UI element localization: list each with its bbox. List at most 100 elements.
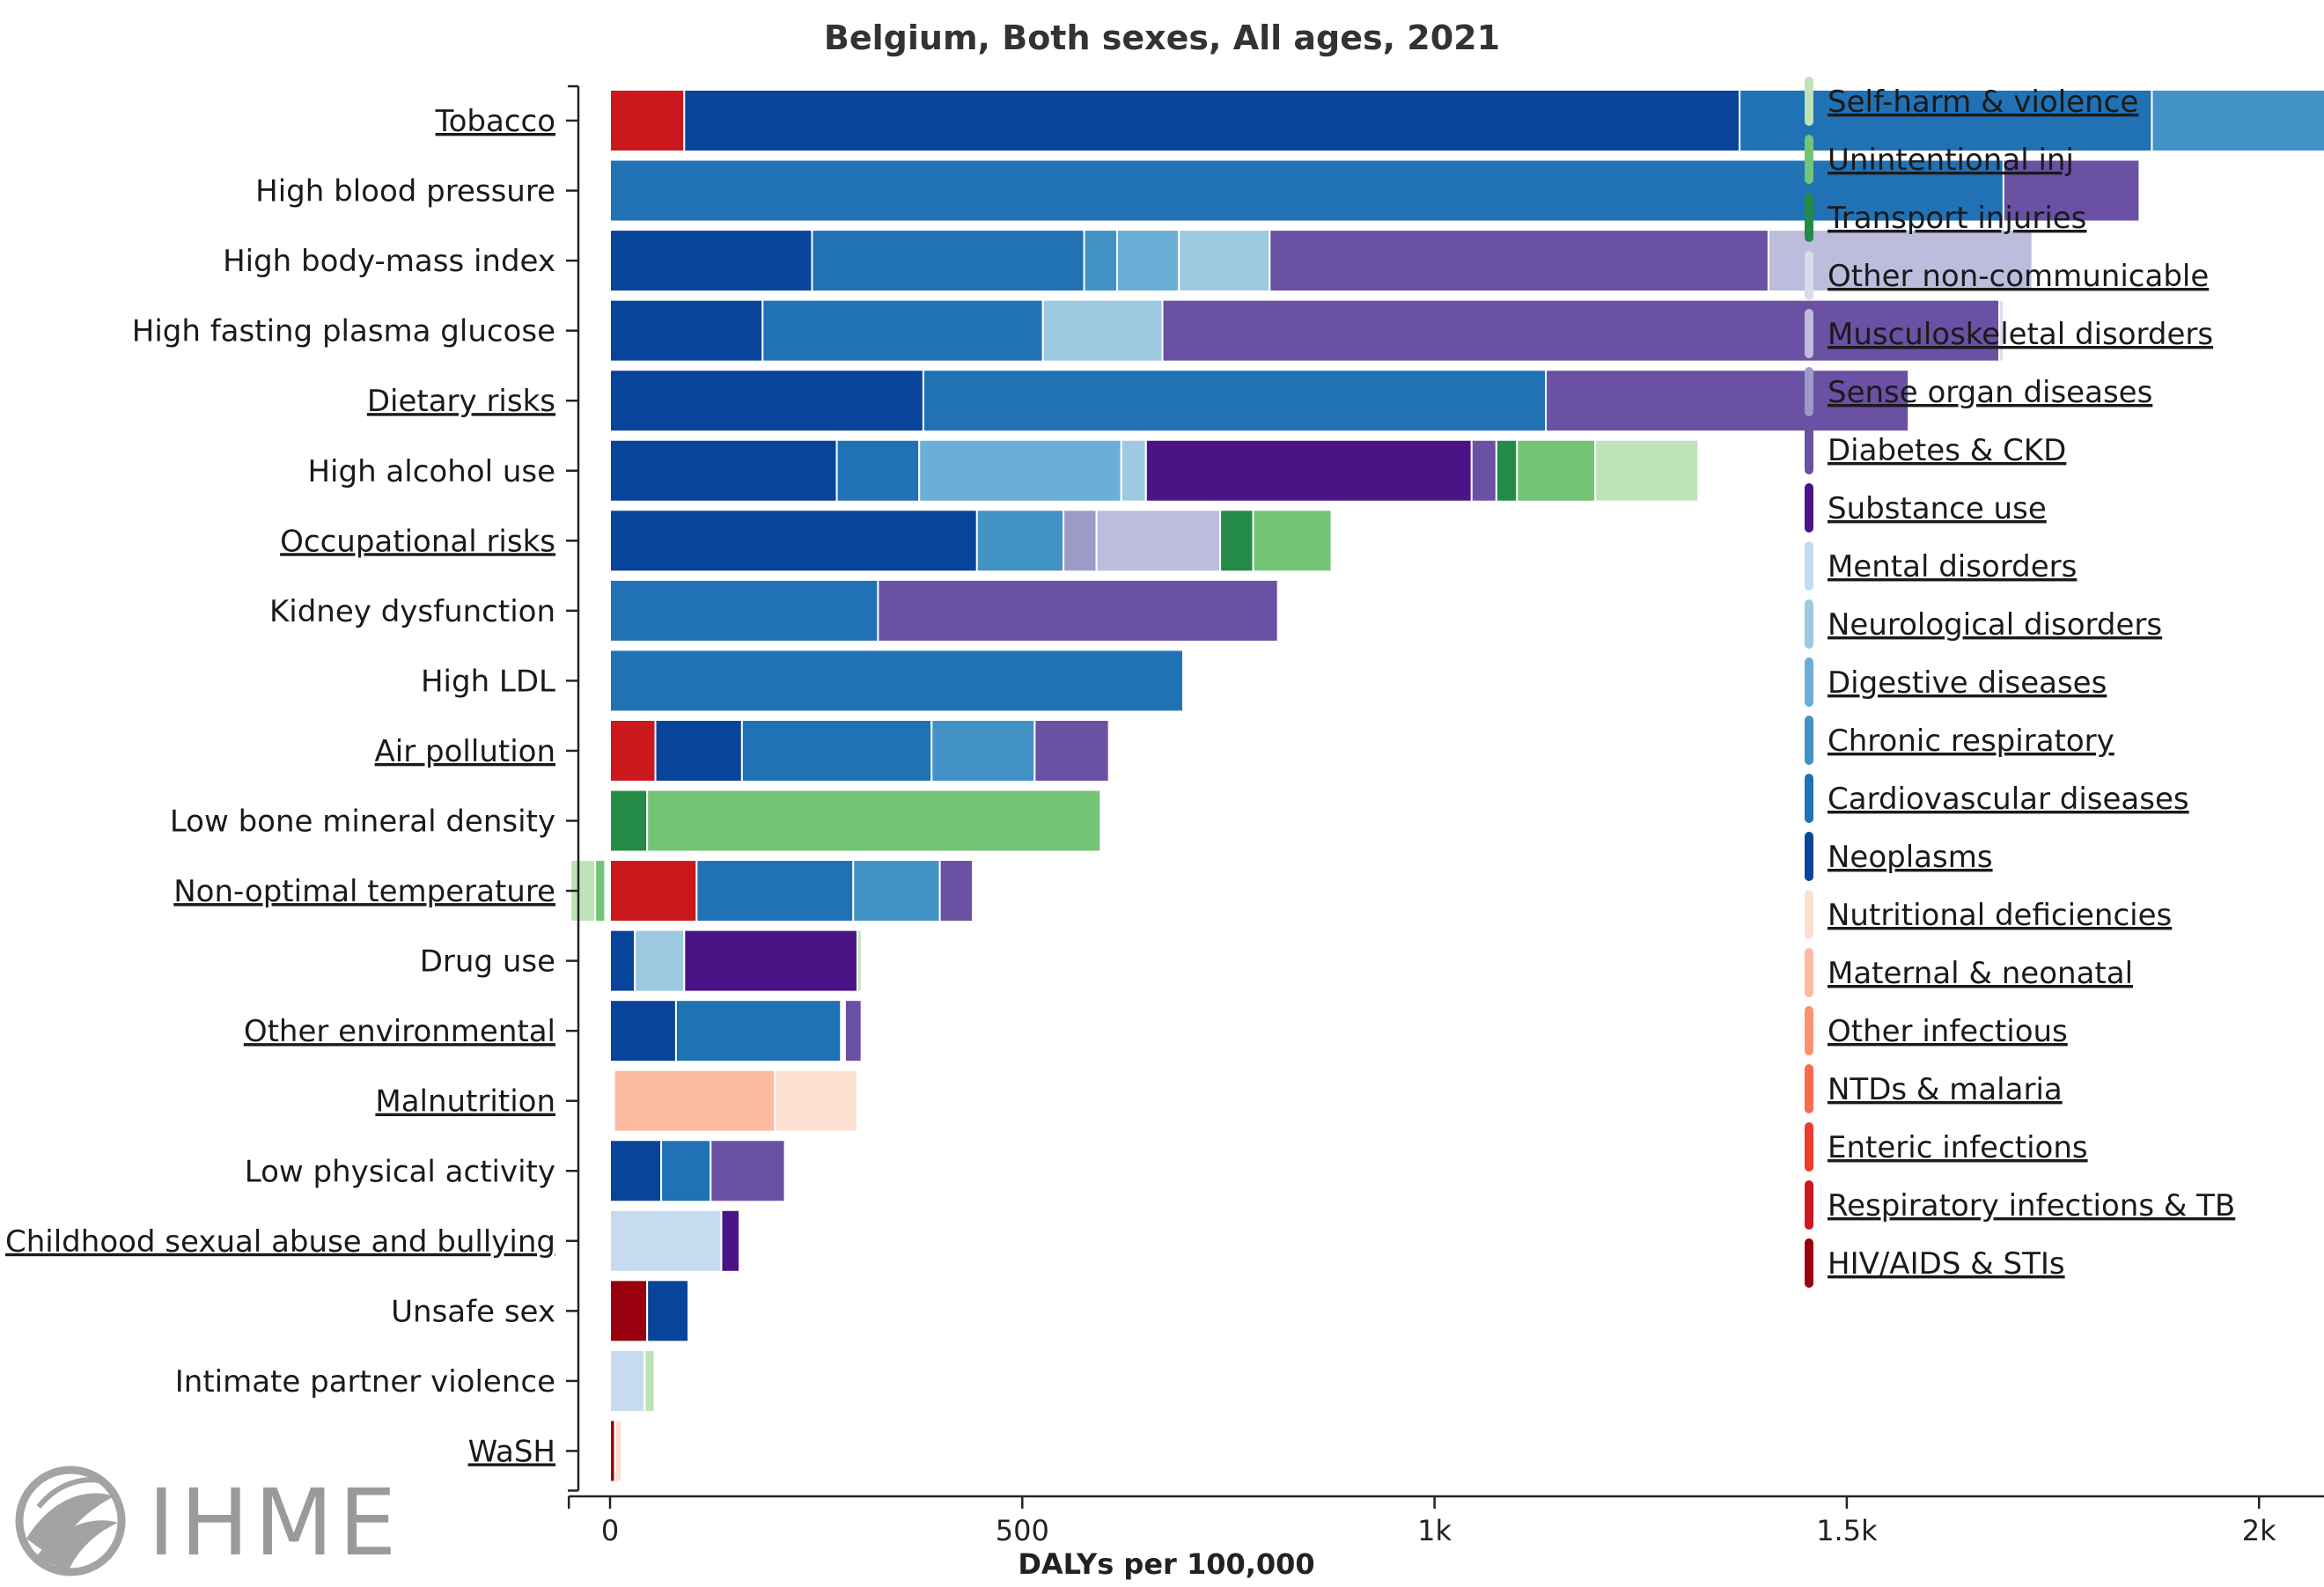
bar-segment-non-optimal-temperature-respiratory-infections-and-tb[interactable] xyxy=(609,859,698,923)
legend-label-other-infectious[interactable]: Other infectious xyxy=(1828,1014,2068,1049)
legend-label-diabetes-and-ckd[interactable]: Diabetes & CKD xyxy=(1828,433,2066,468)
bar-segment-other-environmental-diabetes-and-ckd[interactable] xyxy=(843,999,863,1063)
y-label-wash[interactable]: WaSH xyxy=(468,1434,555,1469)
bar-segment-non-optimal-temperature-cardiovascular-diseases[interactable] xyxy=(695,859,855,923)
bar-segment-unsafe-sex-hiv-aids-and-stis[interactable] xyxy=(609,1279,649,1343)
bar-segment-occupational-risks-transport-injuries[interactable] xyxy=(1219,509,1254,573)
bar-segment-occupational-risks-sense-organ-diseases[interactable] xyxy=(1063,509,1098,573)
bar-segment-dietary-risks-cardiovascular-diseases[interactable] xyxy=(922,369,1548,433)
bar-segment-malnutrition-nutritional-deficiencies[interactable] xyxy=(774,1069,858,1133)
bar-segment-occupational-risks-musculoskeletal-disorders[interactable] xyxy=(1095,509,1222,573)
bar-segment-malnutrition-maternal-and-neonatal[interactable] xyxy=(613,1069,776,1133)
legend-label-transport-injuries[interactable]: Transport injuries xyxy=(1827,201,2086,236)
legend-label-enteric-infections[interactable]: Enteric infections xyxy=(1828,1130,2088,1165)
bar-segment-drug-use-neoplasms[interactable] xyxy=(609,929,636,993)
bar-segment-high-alcohol-use-unintentional-inj[interactable] xyxy=(1516,438,1597,503)
legend-item-digestive-diseases[interactable]: Digestive diseases xyxy=(1805,658,2107,707)
bar-segment-high-body-mass-index-neurological-disorders[interactable] xyxy=(1178,229,1271,293)
legend-label-musculoskeletal-disorders[interactable]: Musculoskeletal disorders xyxy=(1828,317,2213,352)
bar-segment-high-blood-pressure-diabetes-and-ckd[interactable] xyxy=(2002,158,2141,223)
legend-label-neurological-disorders[interactable]: Neurological disorders xyxy=(1828,607,2162,643)
bar-segment-occupational-risks-chronic-respiratory[interactable] xyxy=(975,509,1065,573)
legend-item-other-non-communicable[interactable]: Other non-communicable xyxy=(1805,251,2209,300)
bar-segment-high-fasting-plasma-glucose-other-non-communicable[interactable] xyxy=(1998,298,2004,363)
bar-segment-dietary-risks-diabetes-and-ckd[interactable] xyxy=(1545,369,1910,433)
legend-item-sense-organ-diseases[interactable]: Sense organ diseases xyxy=(1805,367,2152,416)
bar-segment-drug-use-neurological-disorders[interactable] xyxy=(634,929,686,993)
bar-segment-high-blood-pressure-cardiovascular-diseases[interactable] xyxy=(609,158,2004,223)
legend-item-cardiovascular-diseases[interactable]: Cardiovascular diseases xyxy=(1805,774,2189,823)
bar-segment-low-bone-mineral-density-unintentional-inj[interactable] xyxy=(646,789,1102,853)
legend-item-substance-use[interactable]: Substance use xyxy=(1805,483,2047,533)
legend-label-mental-disorders[interactable]: Mental disorders xyxy=(1828,549,2077,584)
bar-segment-high-body-mass-index-digestive-diseases[interactable] xyxy=(1116,229,1180,293)
legend-label-maternal-and-neonatal[interactable]: Maternal & neonatal xyxy=(1828,956,2133,991)
bar-segment-other-environmental-neoplasms[interactable] xyxy=(609,999,677,1063)
legend-item-ntds-and-malaria[interactable]: NTDs & malaria xyxy=(1805,1064,2063,1113)
y-label-other-environmental[interactable]: Other environmental xyxy=(244,1014,555,1049)
bar-segment-other-environmental-cardiovascular-diseases[interactable] xyxy=(674,999,842,1063)
bar-segment-high-body-mass-index-chronic-respiratory[interactable] xyxy=(1083,229,1119,293)
bar-segment-high-fasting-plasma-glucose-diabetes-and-ckd[interactable] xyxy=(1161,298,2001,363)
bar-segment-high-fasting-plasma-glucose-neoplasms[interactable] xyxy=(609,298,764,363)
bar-segment-high-fasting-plasma-glucose-neurological-disorders[interactable] xyxy=(1041,298,1164,363)
bar-segment-air-pollution-respiratory-infections-and-tb[interactable] xyxy=(609,718,657,782)
legend-item-unintentional-inj[interactable]: Unintentional inj xyxy=(1805,135,2074,184)
bar-segment-air-pollution-chronic-respiratory[interactable] xyxy=(930,718,1036,782)
bar-segment-dietary-risks-neoplasms[interactable] xyxy=(609,369,924,433)
bar-segment-high-alcohol-use-cardiovascular-diseases[interactable] xyxy=(835,438,921,503)
legend-item-hiv-aids-and-stis[interactable]: HIV/AIDS & STIs xyxy=(1805,1238,2065,1288)
legend-label-substance-use[interactable]: Substance use xyxy=(1828,491,2047,526)
legend-item-self-harm-and-violence[interactable]: Self-harm & violence xyxy=(1805,77,2138,126)
bar-segment-kidney-dysfunction-diabetes-and-ckd[interactable] xyxy=(877,578,1279,643)
bar-segment-high-alcohol-use-transport-injuries[interactable] xyxy=(1495,438,1519,503)
legend-item-transport-injuries[interactable]: Transport injuries xyxy=(1805,193,2086,242)
bar-segment-childhood-sexual-abuse-and-bullying-substance-use[interactable] xyxy=(720,1209,741,1273)
bar-segment-intimate-partner-violence-mental-disorders[interactable] xyxy=(609,1348,646,1413)
legend-label-other-non-communicable[interactable]: Other non-communicable xyxy=(1828,259,2209,294)
legend-label-hiv-aids-and-stis[interactable]: HIV/AIDS & STIs xyxy=(1828,1246,2065,1282)
bar-segment-tobacco-respiratory-infections-and-tb[interactable] xyxy=(609,89,686,152)
bar-segment-non-optimal-temperature-unintentional-inj[interactable] xyxy=(594,859,607,923)
bar-segment-non-optimal-temperature-diabetes-and-ckd[interactable] xyxy=(938,859,974,923)
bar-segment-high-body-mass-index-cardiovascular-diseases[interactable] xyxy=(811,229,1085,293)
bar-segment-occupational-risks-neoplasms[interactable] xyxy=(609,509,978,573)
legend-label-cardiovascular-diseases[interactable]: Cardiovascular diseases xyxy=(1828,782,2189,817)
legend-item-respiratory-infections-and-tb[interactable]: Respiratory infections & TB xyxy=(1805,1180,2235,1230)
bar-segment-air-pollution-diabetes-and-ckd[interactable] xyxy=(1033,718,1110,782)
bar-segment-high-alcohol-use-digestive-diseases[interactable] xyxy=(918,438,1122,503)
bar-segment-high-ldl-cardiovascular-diseases[interactable] xyxy=(609,649,1184,713)
y-label-tobacco[interactable]: Tobacco xyxy=(435,104,555,139)
legend-item-musculoskeletal-disorders[interactable]: Musculoskeletal disorders xyxy=(1805,309,2213,358)
bar-segment-low-bone-mineral-density-transport-injuries[interactable] xyxy=(609,789,649,853)
bar-segment-tobacco-chronic-respiratory[interactable] xyxy=(2151,89,2324,152)
legend-item-enteric-infections[interactable]: Enteric infections xyxy=(1805,1122,2088,1172)
legend-label-sense-organ-diseases[interactable]: Sense organ diseases xyxy=(1828,375,2152,410)
legend-item-neoplasms[interactable]: Neoplasms xyxy=(1805,832,1993,881)
bar-segment-high-alcohol-use-substance-use[interactable] xyxy=(1144,438,1473,503)
y-label-non-optimal-temperature[interactable]: Non-optimal temperature xyxy=(173,874,555,909)
bar-segment-non-optimal-temperature-chronic-respiratory[interactable] xyxy=(852,859,941,923)
bar-segment-occupational-risks-unintentional-inj[interactable] xyxy=(1252,509,1333,573)
bar-segment-tobacco-neoplasms[interactable] xyxy=(683,89,1741,152)
bar-segment-low-physical-activity-neoplasms[interactable] xyxy=(609,1139,663,1203)
legend-label-self-harm-and-violence[interactable]: Self-harm & violence xyxy=(1828,84,2138,120)
bar-segment-high-alcohol-use-diabetes-and-ckd[interactable] xyxy=(1470,438,1497,503)
legend-item-chronic-respiratory[interactable]: Chronic respiratory xyxy=(1805,716,2114,765)
bar-segment-low-physical-activity-diabetes-and-ckd[interactable] xyxy=(710,1139,786,1203)
y-label-occupational-risks[interactable]: Occupational risks xyxy=(280,524,555,559)
bar-segment-high-body-mass-index-neoplasms[interactable] xyxy=(609,229,813,293)
bar-segment-high-alcohol-use-self-harm-and-violence[interactable] xyxy=(1594,438,1700,503)
bar-segment-air-pollution-neoplasms[interactable] xyxy=(654,718,743,782)
legend-label-digestive-diseases[interactable]: Digestive diseases xyxy=(1828,665,2107,701)
bar-segment-kidney-dysfunction-cardiovascular-diseases[interactable] xyxy=(609,578,879,643)
y-label-malnutrition[interactable]: Malnutrition xyxy=(375,1084,555,1120)
bar-segment-drug-use-substance-use[interactable] xyxy=(683,929,858,993)
y-label-dietary-risks[interactable]: Dietary risks xyxy=(367,384,555,419)
legend-label-nutritional-deficiencies[interactable]: Nutritional deficiencies xyxy=(1828,898,2172,933)
bar-segment-unsafe-sex-neoplasms[interactable] xyxy=(646,1279,689,1343)
bar-segment-high-fasting-plasma-glucose-cardiovascular-diseases[interactable] xyxy=(761,298,1044,363)
y-label-childhood-sexual-abuse-and-bullying[interactable]: Childhood sexual abuse and bullying xyxy=(5,1224,555,1260)
legend-label-respiratory-infections-and-tb[interactable]: Respiratory infections & TB xyxy=(1828,1188,2235,1223)
bar-segment-wash-nutritional-deficiencies[interactable] xyxy=(614,1419,623,1483)
